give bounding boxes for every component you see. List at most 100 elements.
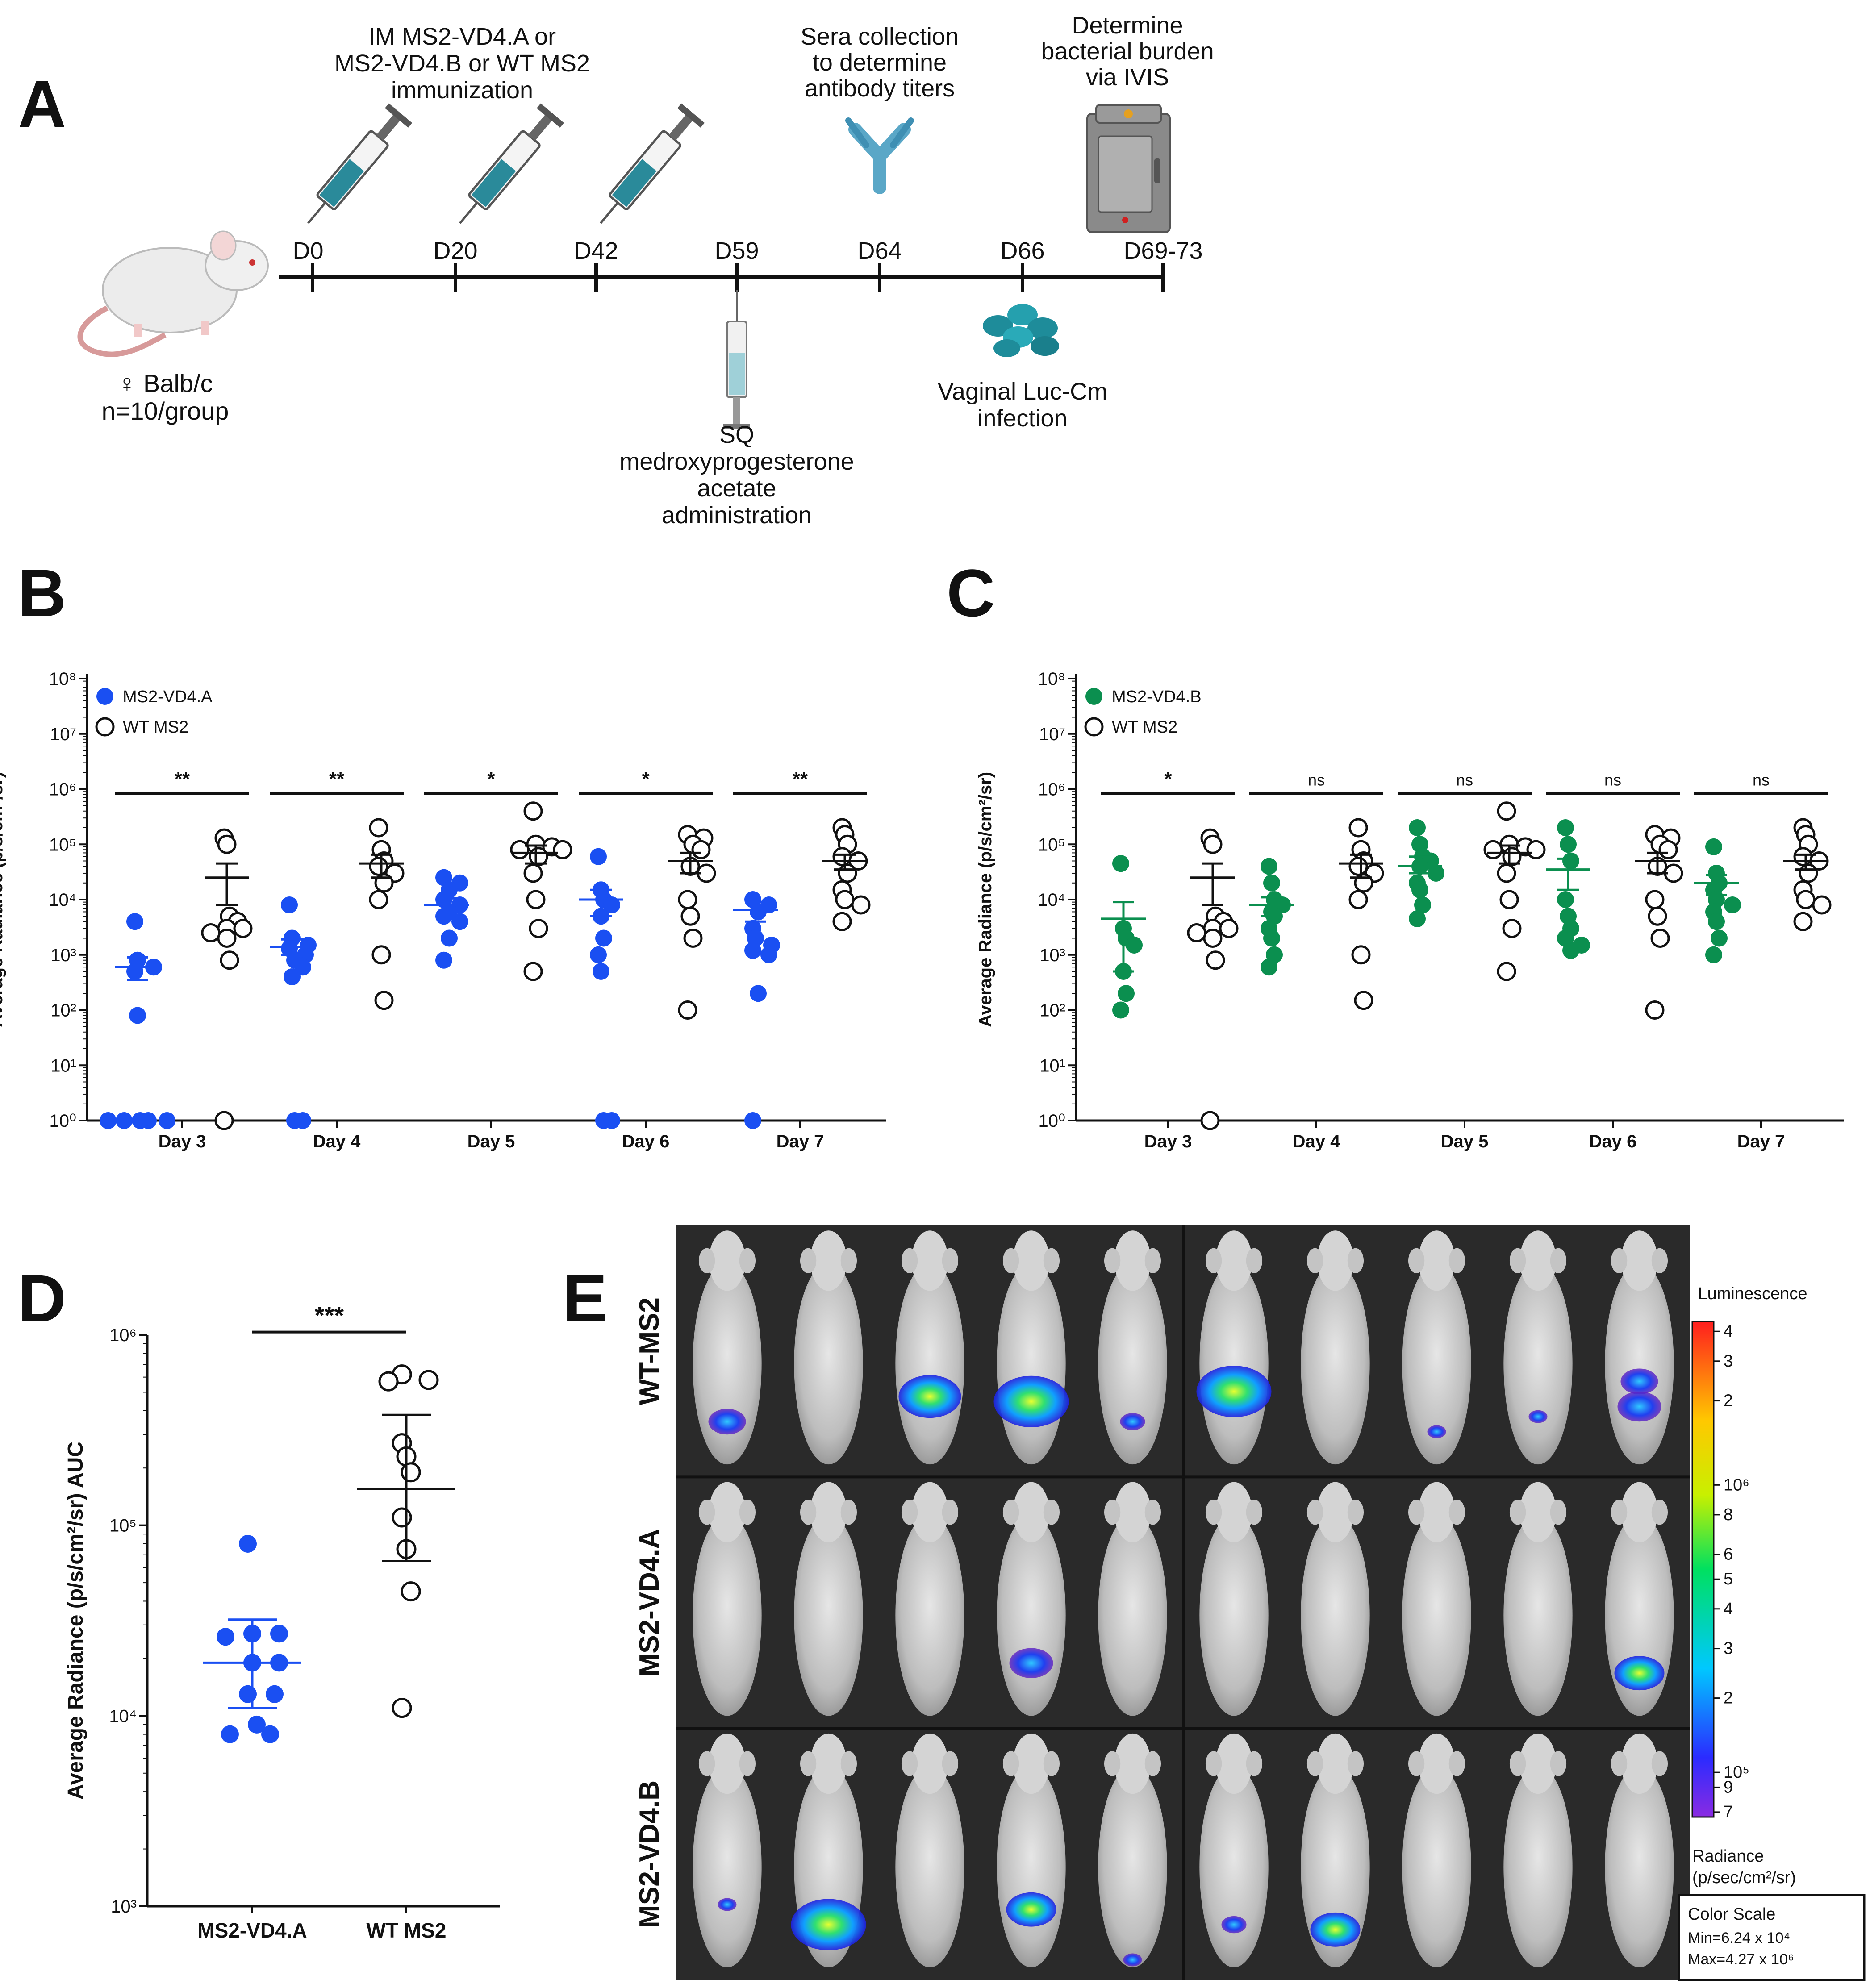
control-point	[401, 1581, 421, 1602]
vaccine-point	[116, 1112, 133, 1129]
syringe-liquid	[471, 159, 516, 207]
control-point	[201, 923, 221, 943]
vaccine-point	[270, 1625, 288, 1643]
mouse-ear	[1347, 1751, 1364, 1776]
mouse-body	[895, 1514, 964, 1716]
colorbar-tick-label: 3	[1724, 1352, 1733, 1371]
colorbar-tick-label: 10⁶	[1724, 1475, 1749, 1494]
luminescence-signal	[1196, 1366, 1272, 1417]
colorbar-tick-label: 4	[1724, 1322, 1733, 1341]
mouse-ear	[1002, 1751, 1019, 1776]
mouse-ear	[1550, 1751, 1567, 1776]
vaccine-point	[744, 942, 761, 959]
mouse-ear	[739, 1751, 756, 1776]
mouse-image	[693, 1230, 762, 1465]
vaccine-point	[1118, 985, 1135, 1002]
mouse-body	[1605, 1263, 1674, 1465]
luminescence-signal	[1009, 1648, 1053, 1678]
luminescence-signal	[1123, 1953, 1142, 1967]
vaccine-point	[750, 985, 767, 1002]
mouse-ear	[1550, 1248, 1567, 1274]
x-tick-label: Day 3	[159, 1132, 206, 1151]
mouse-ear	[901, 1248, 918, 1274]
vaccine-point	[159, 1112, 175, 1129]
mouse-ear	[1104, 1751, 1121, 1776]
mouse-ear	[1144, 1248, 1161, 1274]
vaccine-point	[1705, 838, 1722, 855]
vaccine-point	[1557, 819, 1574, 836]
mouse-image	[997, 1230, 1066, 1465]
mouse-ear	[942, 1751, 959, 1776]
colorbar-tick-label: 6	[1724, 1545, 1733, 1564]
mouse-ear	[1509, 1751, 1526, 1776]
syringe-plunger	[376, 114, 401, 141]
control-point	[1648, 906, 1667, 926]
luminescence-signal	[1120, 1413, 1145, 1430]
control-point	[680, 906, 700, 926]
control-point	[1650, 928, 1670, 948]
mouse-body	[1199, 1514, 1269, 1716]
mouse-ear	[1408, 1500, 1425, 1525]
legend-marker-vaccine	[1085, 688, 1102, 705]
control-point	[1658, 840, 1678, 859]
vaccine-point	[248, 1715, 266, 1734]
x-tick-label: Day 3	[1144, 1132, 1192, 1151]
mouse-ear	[1246, 1248, 1263, 1274]
control-point	[369, 818, 388, 838]
y-tick-label: 10⁴	[49, 890, 76, 910]
mouse-head	[1215, 1733, 1252, 1794]
x-tick-label: Day 7	[776, 1132, 824, 1151]
significance-label: ***	[315, 1301, 344, 1330]
mouse-image	[693, 1733, 762, 1967]
vaccine-point	[1414, 896, 1431, 913]
colorbar-tick-label: 8	[1724, 1505, 1733, 1524]
chart-d: 10³ 10⁴ 10⁵ 10⁶ Average Radiance (p/s/cm²/sr…	[64, 1301, 500, 1942]
mouse-head	[1215, 1230, 1252, 1291]
significance-label: **	[793, 768, 808, 790]
mouse-head	[1621, 1482, 1658, 1542]
vaccine-point	[750, 903, 767, 921]
mouse-image	[1098, 1733, 1167, 1967]
control-point	[678, 890, 697, 909]
panel-letter-d: D	[18, 1261, 66, 1336]
vaccine-point	[435, 908, 452, 925]
mouse-image	[693, 1482, 762, 1716]
control-point	[369, 856, 388, 876]
vaccine-point	[1557, 891, 1574, 908]
mouse-body	[1301, 1263, 1370, 1465]
significance-label: *	[1164, 768, 1172, 790]
vaccine-point	[239, 1685, 257, 1703]
mouse-ear	[800, 1248, 817, 1274]
mouse-body	[1402, 1263, 1471, 1465]
mouse-ear	[1408, 1248, 1425, 1274]
mouse-image	[1098, 1482, 1167, 1716]
y-tick-label: 10³	[111, 1897, 137, 1917]
mouse-head	[1317, 1482, 1354, 1542]
mouse-image	[1301, 1230, 1370, 1465]
mouse-body	[895, 1263, 964, 1465]
mouse-head	[911, 1482, 948, 1542]
immunization-line-3: immunization	[391, 77, 533, 104]
y-tick-label: 10⁶	[1038, 780, 1065, 800]
mouse-ear	[1043, 1751, 1060, 1776]
control-point	[523, 962, 543, 981]
ivis-image-panel: WT-MS2 MS2-VD4.A MS2-VD4.B Luminescence 4 3 2 1…	[634, 1225, 1866, 1981]
mouse-head	[709, 1482, 746, 1542]
control-point	[835, 890, 855, 909]
control-point	[529, 919, 548, 938]
mouse-image	[1503, 1482, 1573, 1716]
x-tick-label: Day 6	[1589, 1132, 1637, 1151]
mouse-head	[1215, 1482, 1252, 1542]
vaccine-point	[760, 946, 777, 963]
vaccine-point	[1261, 858, 1277, 875]
x-tick-label: Day 6	[622, 1132, 670, 1151]
syringe-plunger	[528, 114, 552, 141]
mouse-ear	[1104, 1248, 1121, 1274]
color-scale-min: Min=6.24 x 10⁴	[1688, 1930, 1790, 1946]
vaccine-point	[221, 1725, 239, 1743]
y-tick-label: 10⁶	[109, 1325, 137, 1345]
vaccine-point	[1409, 819, 1426, 836]
mouse-image	[1301, 1733, 1370, 1967]
mouse-ear	[840, 1500, 857, 1525]
mouse-head	[810, 1733, 847, 1794]
